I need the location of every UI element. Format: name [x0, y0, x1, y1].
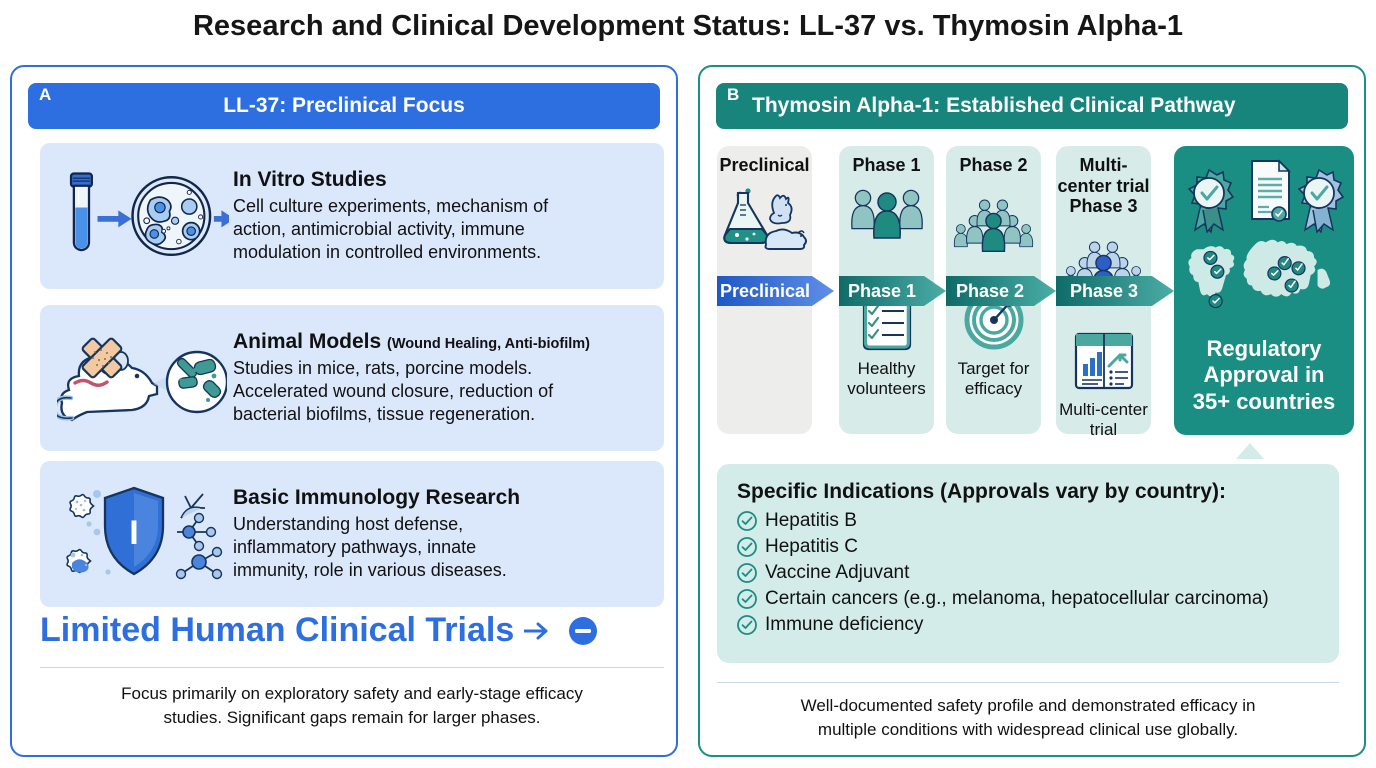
svg-text:Phase 3: Phase 3	[1070, 281, 1138, 301]
svg-text:Phase 2: Phase 2	[956, 281, 1024, 301]
svg-text:Phase 1: Phase 1	[848, 281, 916, 301]
svg-text:Preclinical: Preclinical	[720, 281, 810, 301]
svg-text:I: I	[129, 514, 138, 552]
